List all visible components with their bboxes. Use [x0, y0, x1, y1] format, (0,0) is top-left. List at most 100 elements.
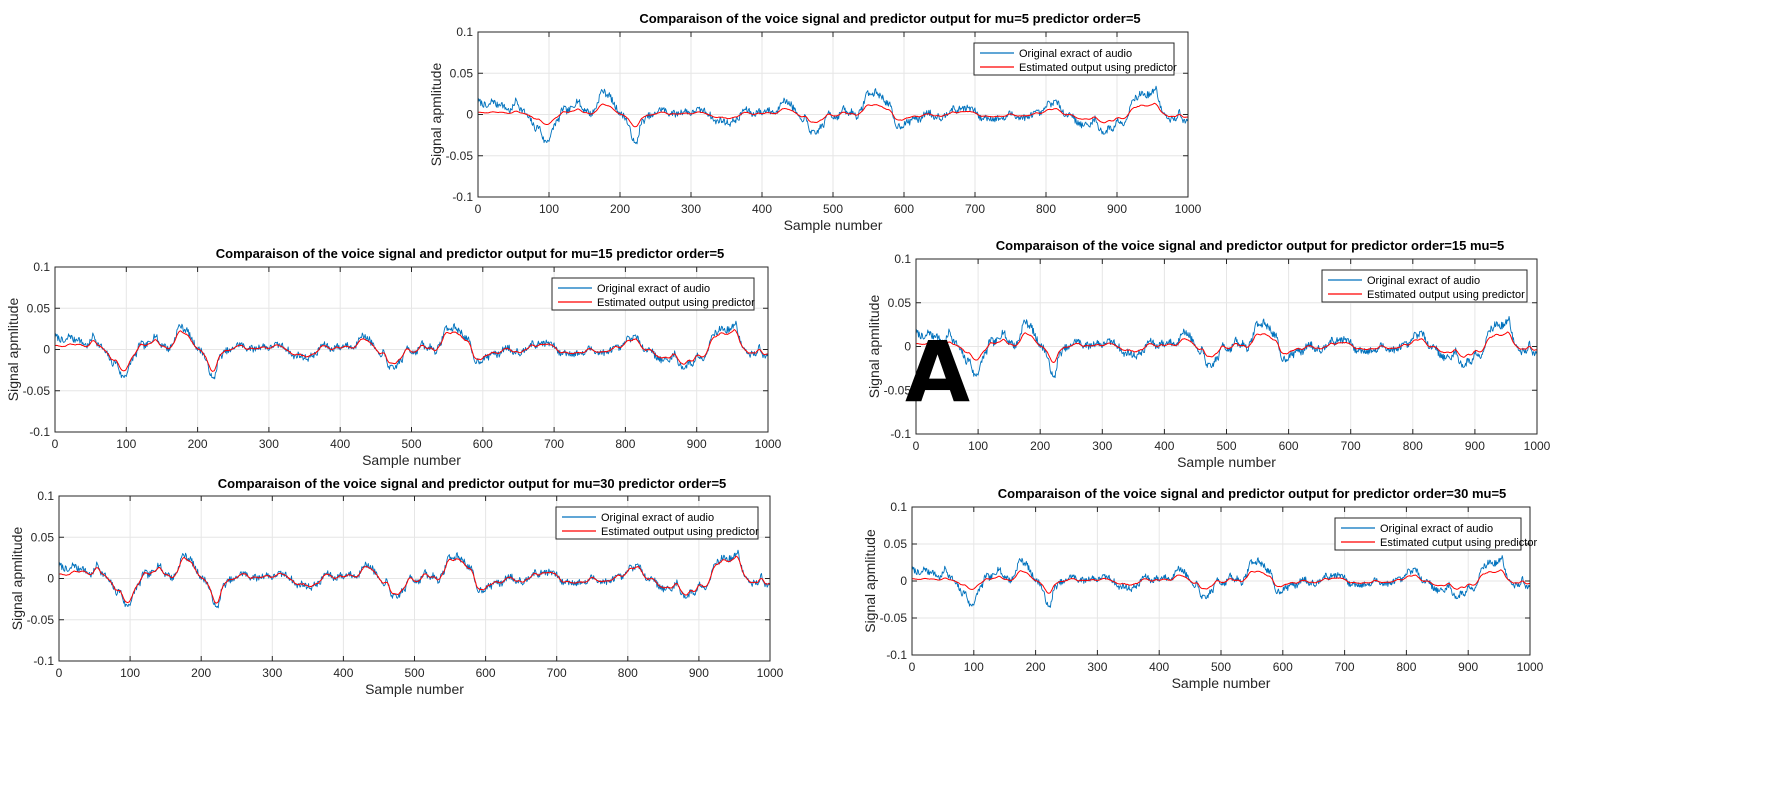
y-tick-label: -0.05	[27, 613, 55, 627]
x-tick-label: 0	[909, 660, 916, 674]
x-tick-label: 800	[615, 437, 635, 451]
y-tick-label: 0.05	[888, 296, 912, 310]
x-tick-label: 1000	[1517, 660, 1544, 674]
y-tick-label: 0.05	[884, 537, 908, 551]
y-tick-label: -0.05	[23, 384, 51, 398]
x-tick-label: 800	[1403, 439, 1423, 453]
y-tick-label: -0.1	[886, 648, 907, 662]
y-tick-label: -0.1	[33, 654, 54, 668]
series-line-predictor	[915, 331, 1538, 363]
legend-box	[973, 42, 1175, 76]
x-tick-label: 400	[330, 437, 350, 451]
x-tick-label: 700	[965, 202, 985, 216]
y-axis-label: Signal apmlitude	[866, 295, 882, 399]
legend-entry: Original exract of audio	[597, 283, 710, 295]
x-tick-label: 600	[1273, 660, 1293, 674]
x-axis-label: Sample number	[784, 217, 883, 233]
x-tick-label: 600	[1279, 439, 1299, 453]
x-tick-label: 1000	[757, 666, 784, 680]
x-tick-label: 500	[823, 202, 843, 216]
legend-box	[551, 277, 755, 311]
y-tick-label: 0.05	[31, 530, 55, 544]
y-tick-label: 0	[43, 343, 50, 357]
legend: Original exract of audio Estimated cutput…	[1334, 517, 1537, 551]
x-tick-label: 700	[547, 666, 567, 680]
legend: Original exract of audio Estimated output…	[551, 277, 755, 311]
x-tick-label: 500	[401, 437, 421, 451]
x-tick-label: 1000	[1524, 439, 1551, 453]
x-tick-label: 900	[1107, 202, 1127, 216]
x-tick-label: 600	[473, 437, 493, 451]
y-axis-label: Signal apmlitude	[5, 298, 21, 402]
x-tick-label: 400	[333, 666, 353, 680]
x-tick-label: 900	[1465, 439, 1485, 453]
x-tick-label: 800	[1036, 202, 1056, 216]
chart-title: Comparaison of the voice signal and pred…	[998, 486, 1507, 501]
legend-entry: Original exract of audio	[1019, 48, 1132, 60]
x-tick-label: 400	[1154, 439, 1174, 453]
chart-title: Comparaison of the voice signal and pred…	[996, 238, 1505, 253]
x-tick-label: 500	[1211, 660, 1231, 674]
legend-entry: Estimated output using predictor	[1367, 289, 1525, 301]
x-tick-label: 400	[752, 202, 772, 216]
legend-entry: Estimated cutput using predictor	[1380, 537, 1537, 549]
x-tick-label: 200	[188, 437, 208, 451]
legend: Original exract of audio Estimated output…	[1321, 269, 1528, 303]
y-tick-label: 0.1	[894, 252, 911, 266]
x-tick-label: 900	[1458, 660, 1478, 674]
y-tick-label: 0.05	[450, 66, 474, 80]
y-tick-label: -0.1	[890, 427, 911, 441]
x-tick-label: 700	[1335, 660, 1355, 674]
x-tick-label: 1000	[1175, 202, 1202, 216]
x-tick-label: 900	[687, 437, 707, 451]
series-line-predictor	[477, 102, 1189, 128]
x-tick-label: 500	[1216, 439, 1236, 453]
x-tick-label: 100	[539, 202, 559, 216]
x-tick-label: 900	[689, 666, 709, 680]
chart-panel-2: 0 100 200 300 400 500 600 700 800 900 1000 -0.1 -0.0…	[5, 246, 782, 468]
legend-entry: Original exract of audio	[1380, 523, 1493, 535]
x-tick-label: 0	[475, 202, 482, 216]
y-tick-label: 0	[904, 340, 911, 354]
x-tick-label: 0	[56, 666, 63, 680]
x-tick-label: 400	[1149, 660, 1169, 674]
chart-title: Comparaison of the voice signal and pred…	[216, 246, 725, 261]
y-tick-label: 0.1	[456, 25, 473, 39]
y-tick-label: -0.05	[880, 611, 908, 625]
series-line-predictor	[58, 555, 771, 604]
panel-letter: A	[905, 323, 971, 421]
y-tick-label: -0.1	[29, 425, 50, 439]
x-tick-label: 0	[913, 439, 920, 453]
x-axis-label: Sample number	[365, 681, 464, 697]
y-tick-label: -0.05	[884, 383, 912, 397]
chart-title: Comparaison of the voice signal and pred…	[639, 11, 1140, 26]
x-tick-label: 700	[1341, 439, 1361, 453]
y-tick-label: 0.1	[890, 500, 907, 514]
x-tick-label: 100	[968, 439, 988, 453]
x-tick-label: 800	[618, 666, 638, 680]
x-tick-label: 600	[476, 666, 496, 680]
x-tick-label: 800	[1396, 660, 1416, 674]
y-axis-label: Signal apmlitude	[862, 529, 878, 633]
legend: Original exract of audio Estimated output…	[555, 506, 759, 540]
x-axis-label: Sample number	[1177, 454, 1276, 470]
series-line-original	[911, 555, 1531, 608]
x-tick-label: 500	[404, 666, 424, 680]
x-tick-label: 200	[1030, 439, 1050, 453]
series-line-original	[915, 315, 1538, 379]
legend-box	[1334, 517, 1522, 551]
y-tick-label: 0	[47, 572, 54, 586]
x-tick-label: 200	[1026, 660, 1046, 674]
x-tick-label: 700	[544, 437, 564, 451]
chart-panel-4: 0 100 200 300 400 500 600 700 800 900 1000 -0.1 -0.0…	[9, 476, 784, 697]
x-tick-label: 100	[964, 660, 984, 674]
x-axis-label: Sample number	[1172, 675, 1271, 691]
y-tick-label: -0.1	[452, 190, 473, 204]
x-tick-label: 300	[681, 202, 701, 216]
x-tick-label: 1000	[755, 437, 782, 451]
y-axis-label: Signal apmlitude	[428, 63, 444, 167]
legend-entry: Original exract of audio	[1367, 275, 1480, 287]
x-tick-label: 300	[1087, 660, 1107, 674]
chart-panel-5: 0 100 200 300 400 500 600 700 800 900 1000 -0.1 -0.0…	[862, 486, 1544, 691]
